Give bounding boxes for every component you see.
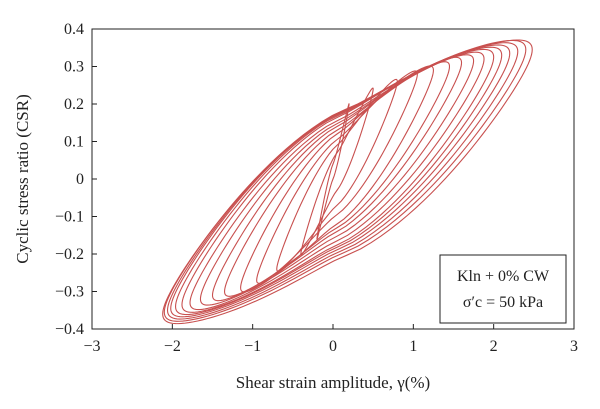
legend-box: Kln + 0% CW σ′c = 50 kPa: [439, 254, 567, 324]
hysteresis-loop-7: [211, 56, 463, 302]
legend-line-2: σ′c = 50 kPa: [463, 294, 543, 311]
x-tick-label: 1: [409, 338, 417, 355]
y-tick-label: 0.3: [64, 59, 84, 76]
x-tick-label: −3: [83, 338, 100, 355]
y-tick-label: −0.3: [55, 284, 84, 301]
hysteresis-loop-14: [163, 39, 527, 322]
y-tick-label: 0.4: [64, 21, 84, 38]
y-tick-label: −0.1: [55, 209, 84, 226]
x-tick-label: −1: [244, 338, 261, 355]
x-tick-label: 0: [329, 338, 337, 355]
hysteresis-loop-5: [240, 65, 434, 293]
y-tick-label: −0.2: [55, 246, 84, 263]
legend-line-1: Kln + 0% CW: [457, 268, 550, 285]
legend-frame: [439, 254, 567, 324]
x-tick-label: 3: [570, 338, 578, 355]
y-tick-label: 0.2: [64, 96, 84, 113]
hysteresis-loop-3: [276, 78, 398, 272]
hysteresis-loop-8: [199, 54, 475, 306]
y-tick-label: 0.1: [64, 134, 84, 151]
x-tick-label: −2: [164, 338, 181, 355]
hysteresis-loop-15: [162, 39, 533, 325]
y-tick-label: −0.4: [55, 321, 84, 338]
y-axis-label: Cyclic stress ratio (CSR): [13, 94, 32, 264]
hysteresis-loop-1: [316, 103, 350, 240]
x-axis: −3 −2 −1 0 1 2 3: [83, 324, 578, 355]
y-axis: 0.4 0.3 0.2 0.1 0 −0.1 −0.2 −0.3 −0.4: [55, 21, 97, 338]
hysteresis-loops: [162, 39, 533, 325]
x-axis-label: Shear strain amplitude, γ(%): [236, 373, 430, 392]
x-tick-label: 2: [490, 338, 498, 355]
hysteresis-loop-4: [256, 70, 418, 284]
y-tick-label: 0: [76, 171, 84, 188]
